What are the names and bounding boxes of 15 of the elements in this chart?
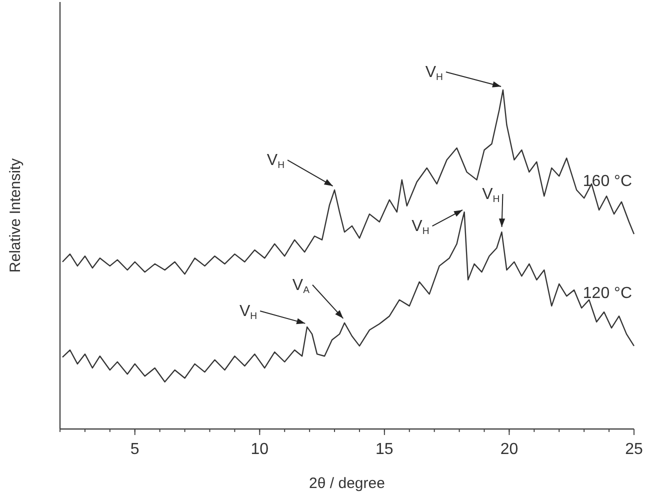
series-label: 160 °C	[582, 173, 632, 190]
x-tick-label: 10	[250, 441, 269, 458]
x-axis-title: 2θ / degree	[309, 475, 385, 492]
annotation: V$_{H}$	[412, 218, 430, 238]
annotation: V$_{H}$	[266, 152, 285, 172]
x-tick-label: 15	[376, 441, 394, 458]
annotation: V$_{H}$	[425, 64, 444, 83]
annotation: V$_{A}$	[292, 276, 310, 296]
x-tick-label: 5	[130, 441, 140, 458]
y-axis-title: Relative Intensity	[7, 158, 24, 273]
x-tick-label: 25	[625, 441, 643, 458]
annotation: V$_{H}$	[239, 302, 258, 322]
annotation: V$_{H}$	[482, 186, 500, 206]
x-tick-label: 20	[500, 441, 518, 458]
series-label: 120 °C	[582, 284, 632, 302]
